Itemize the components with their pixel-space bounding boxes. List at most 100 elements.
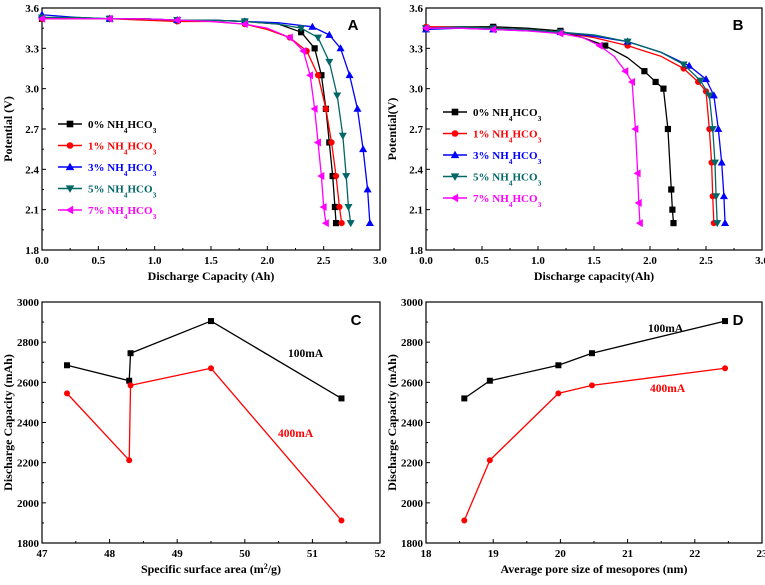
x-tick-label: 47: [37, 548, 49, 560]
y-tick-label: 3.0: [409, 84, 423, 96]
legend-label: 5% NH4HCO3: [88, 184, 157, 200]
data-point: [306, 71, 314, 80]
data-point: [127, 350, 134, 357]
data-point: [64, 390, 71, 397]
data-point: [345, 71, 354, 79]
x-tick-label: 1.5: [587, 255, 601, 267]
y-tick-label: 1.8: [25, 245, 39, 257]
x-tick-label: 21: [622, 548, 633, 560]
y-tick-label: 1.8: [409, 245, 423, 257]
data-point: [634, 198, 642, 207]
series-line: [42, 18, 337, 224]
series-line: [426, 27, 641, 224]
y-tick-label: 3.6: [409, 3, 423, 15]
data-point: [660, 85, 667, 92]
data-point: [669, 206, 676, 213]
x-axis-label-end: /g): [267, 562, 281, 576]
data-point: [314, 34, 323, 42]
data-point: [105, 14, 113, 23]
x-tick-label: 1.0: [148, 255, 162, 267]
legend-marker: [450, 173, 460, 181]
legend-entry: 3% NH4HCO3: [58, 162, 157, 178]
data-point: [208, 365, 215, 372]
legend-label-main: 3% NH: [88, 162, 124, 174]
y-tick-label: 1800: [401, 538, 424, 550]
series-line: [425, 26, 675, 224]
legend-label-sub: 3: [153, 190, 157, 199]
data-point: [486, 457, 493, 464]
y-tick-label: 2.4: [25, 164, 39, 176]
legend-marker: [451, 130, 459, 137]
legend-label-main: 3% NH: [473, 150, 509, 162]
y-tick-label: 1800: [17, 538, 40, 550]
data-point: [338, 517, 345, 524]
data-point: [696, 77, 705, 85]
data-point: [363, 185, 372, 193]
x-tick-label: 20: [555, 548, 567, 560]
data-point: [328, 139, 335, 146]
legend-label: 7% NH4HCO3: [473, 193, 542, 209]
data-point: [64, 362, 71, 369]
legend-label-sub: 4: [124, 126, 128, 135]
data-point: [173, 16, 181, 25]
legend-label-sub: 3: [153, 126, 157, 135]
legend-label-sub: 4: [509, 157, 513, 166]
data-point: [708, 126, 717, 134]
legend-label-mid: HCO: [128, 205, 154, 217]
legend-label-sub: 3: [538, 200, 542, 209]
y-tick-label: 2.1: [409, 205, 423, 217]
y-tick-label: 2600: [17, 377, 40, 389]
series-1: [64, 318, 345, 402]
data-point: [555, 362, 562, 369]
legend-marker: [65, 162, 75, 171]
legend-entry: 7% NH4HCO3: [443, 193, 542, 209]
x-tick-label: 52: [375, 548, 387, 560]
series-1: [461, 318, 729, 402]
legend-label-sub: 4: [124, 169, 128, 178]
y-axis-label: Potential (V): [1, 96, 15, 162]
legend-label-main: 5% NH: [88, 184, 124, 196]
data-point: [314, 72, 322, 79]
x-tick-label: 3.0: [755, 255, 765, 267]
x-axis-label-sup: 2: [264, 562, 268, 571]
y-tick-label: 2.7: [409, 124, 423, 136]
data-point: [310, 104, 318, 113]
data-point: [588, 350, 595, 357]
legend-label: 1% NH4HCO3: [88, 141, 157, 157]
legend-label-sub: 4: [509, 114, 513, 123]
x-tick-label: 0.5: [475, 255, 489, 267]
data-point: [555, 390, 562, 397]
legend-entry: 1% NH4HCO3: [58, 141, 157, 157]
legend-marker: [65, 205, 74, 215]
data-point: [333, 92, 342, 100]
legend-label-mid: HCO: [128, 162, 154, 174]
legend-label-main: 5% NH: [473, 172, 509, 184]
data-point: [299, 47, 307, 56]
data-point: [721, 219, 730, 227]
legend-label-sub: 3: [538, 135, 542, 144]
x-tick-label: 18: [421, 548, 433, 560]
data-point: [311, 45, 318, 52]
data-point: [664, 125, 672, 133]
legend-label-sub: 4: [124, 212, 128, 221]
legend-entry: 0% NH4HCO3: [58, 119, 157, 135]
x-tick-label: 2.5: [699, 255, 713, 267]
legend-label-main: 7% NH: [473, 193, 509, 205]
legend-label-sub: 4: [509, 200, 513, 209]
series-4: [421, 25, 722, 228]
y-tick-label: 2.4: [409, 164, 423, 176]
data-point: [421, 24, 429, 33]
series-label: 400mA: [278, 428, 314, 440]
data-point: [713, 220, 722, 228]
x-axis-label: Average pore size of mesopores (nm): [501, 562, 688, 576]
x-axis-label-main: Specific surface area (m: [141, 562, 264, 576]
legend-label-main: 0% NH: [473, 107, 509, 119]
legend-label: 0% NH4HCO3: [88, 119, 157, 135]
data-point: [679, 61, 688, 69]
panel-letter: C: [351, 312, 362, 329]
data-point: [317, 172, 325, 181]
y-tick-label: 2400: [17, 418, 40, 430]
legend-entry: 7% NH4HCO3: [58, 205, 157, 221]
panel-a: 0.0 0.5 1.0 1.5 2.0 2.5 3.0 1.8 2.1 2.4 2.7 3.0 3.3 3…: [1, 3, 387, 283]
